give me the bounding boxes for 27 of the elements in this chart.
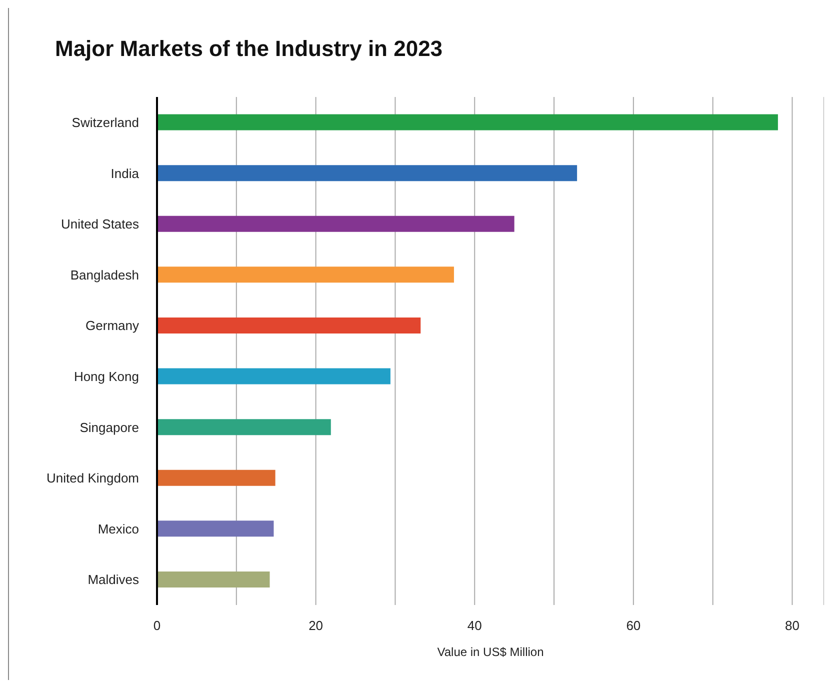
bar bbox=[157, 114, 778, 130]
bar bbox=[157, 571, 270, 588]
y-tick-label: India bbox=[110, 166, 140, 181]
y-tick-label: United Kingdom bbox=[46, 470, 139, 486]
y-tick-label: Hong Kong bbox=[74, 369, 139, 384]
bar bbox=[157, 216, 514, 232]
bar bbox=[157, 368, 390, 384]
bar bbox=[157, 520, 274, 537]
bar bbox=[157, 165, 578, 182]
x-axis-title: Value in US$ Million bbox=[437, 645, 544, 659]
bar bbox=[157, 317, 421, 334]
y-tick-label: Mexico bbox=[98, 521, 139, 536]
y-tick-label: United States bbox=[60, 216, 140, 232]
x-tick-label: 20 bbox=[308, 618, 324, 634]
x-tick-label: 40 bbox=[467, 618, 482, 634]
x-tick-label: 80 bbox=[785, 618, 800, 634]
bar bbox=[157, 419, 331, 436]
bar bbox=[157, 470, 276, 486]
x-tick-label: 60 bbox=[626, 618, 641, 634]
x-tick-label: 0 bbox=[153, 618, 161, 634]
y-tick-label: Switzerland bbox=[72, 115, 139, 130]
y-tick-label: Bangladesh bbox=[70, 267, 139, 282]
y-tick-label: Singapore bbox=[80, 420, 139, 435]
chart-title: Major Markets of the Industry in 2023 bbox=[55, 36, 443, 62]
y-tick-label: Maldives bbox=[88, 572, 140, 588]
bar bbox=[157, 266, 454, 283]
y-tick-label: Germany bbox=[86, 318, 140, 334]
